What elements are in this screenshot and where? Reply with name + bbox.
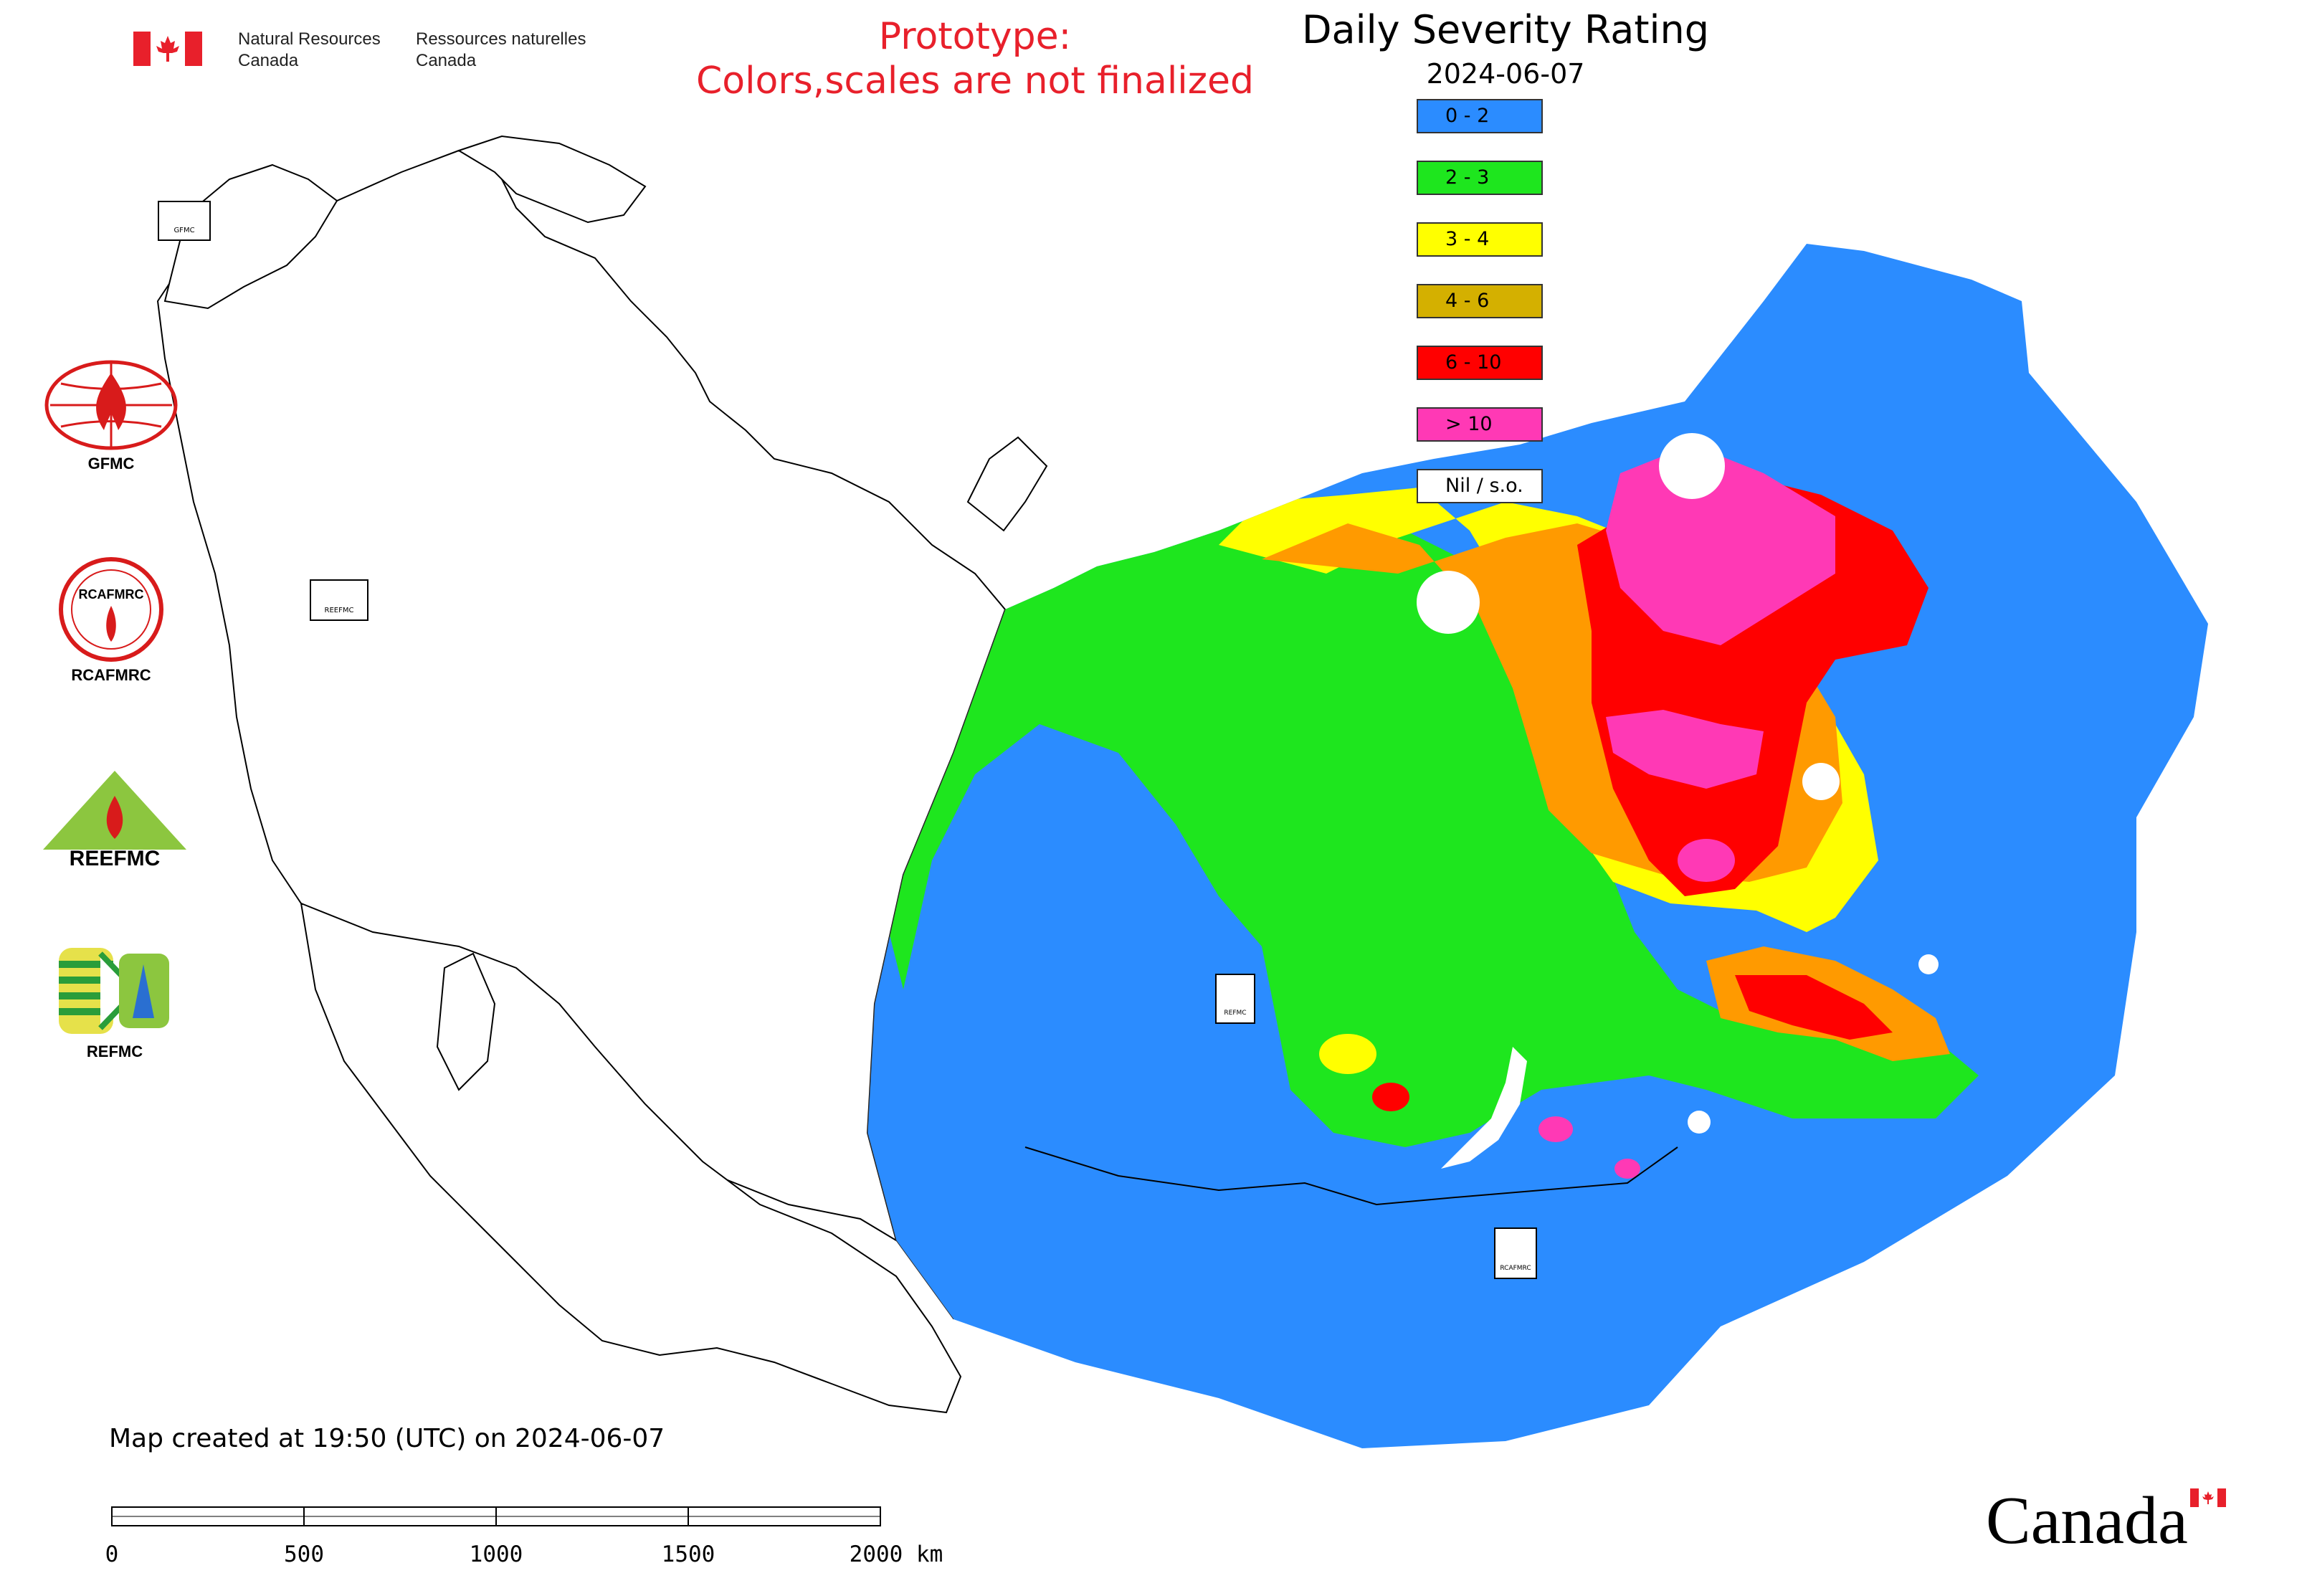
scale-bar-graphic xyxy=(111,1506,881,1526)
scale-tick-0: 0 xyxy=(105,1542,119,1567)
legend-item-gt10: > 10 xyxy=(1417,407,1543,442)
class-gt10-spot xyxy=(1678,839,1735,882)
class-gt10-fill xyxy=(1606,445,1835,645)
refmc-label: REFMC xyxy=(86,1042,143,1060)
prototype-line2: Colors,scales are not finalized xyxy=(695,60,1255,103)
rcafmrc-label: RCAFMRC xyxy=(71,666,151,684)
marker-label-reefmc: REEFMC xyxy=(324,607,354,614)
region-marker-gfmc: GFMC xyxy=(158,201,211,241)
hotspot-3 xyxy=(1538,1116,1573,1142)
canada-wordmark-text: Canada xyxy=(1986,1483,2188,1558)
scale-tick-1000: 1000 xyxy=(469,1542,523,1567)
caspian-sea xyxy=(436,952,496,1091)
svg-text:RCAFMRC: RCAFMRC xyxy=(79,587,144,602)
legend-item-3-4: 3 - 4 xyxy=(1417,222,1543,257)
scale-tick-500: 500 xyxy=(284,1542,324,1567)
nil-patch-1 xyxy=(1659,433,1725,499)
canada-flag-icon xyxy=(133,32,202,66)
legend-item-0-2: 0 - 2 xyxy=(1417,99,1543,133)
gfmc-label: GFMC xyxy=(87,455,135,472)
marker-label-gfmc: GFMC xyxy=(173,227,195,234)
dept-name-en: Natural Resources Canada xyxy=(238,29,381,70)
canada-wordmark: Canada xyxy=(1986,1481,2226,1560)
rcafmrc-seal-icon: RCAFMRC xyxy=(59,557,163,662)
legend-item-nil: Nil / s.o. xyxy=(1417,469,1543,503)
hotspot-2 xyxy=(1372,1083,1409,1111)
rcafmrc-logo: RCAFMRC RCAFMRC xyxy=(39,556,183,685)
dept-name-fr: Ressources naturelles Canada xyxy=(416,29,586,70)
class-6-10-east xyxy=(1735,975,1893,1040)
nil-patch-3 xyxy=(1802,763,1840,800)
legend-item-4-6: 4 - 6 xyxy=(1417,284,1543,318)
novaya-zemlya xyxy=(966,436,1048,532)
hotspot-1 xyxy=(1319,1034,1376,1074)
nil-patch-6 xyxy=(1688,1111,1711,1134)
marker-label-refmc: REFMC xyxy=(1224,1010,1247,1017)
scale-bar: 0 500 1000 1500 2000 km xyxy=(100,1498,975,1577)
prototype-notice: Prototype: Colors,scales are not finaliz… xyxy=(645,14,1305,103)
marker-label-rcafmrc: RCAFMRC xyxy=(1500,1265,1531,1272)
legend-date: 2024-06-07 xyxy=(1426,58,1585,90)
refmc-sigma-icon xyxy=(59,948,169,1034)
gfmc-logo: GFMC xyxy=(39,358,183,473)
nil-patch-2 xyxy=(1417,571,1480,634)
svg-text:REEFMC: REEFMC xyxy=(70,847,161,868)
class-2-3-fill xyxy=(889,502,1979,1147)
lake-baikal xyxy=(1441,1047,1527,1169)
hotspot-4 xyxy=(1614,1159,1640,1179)
reefmc-triangle-icon: REEFMC xyxy=(43,771,186,870)
scale-tick-1500: 1500 xyxy=(661,1542,715,1567)
mongolia-border xyxy=(1024,1146,1678,1206)
prototype-line1: Prototype: xyxy=(878,15,1072,58)
kola-region xyxy=(457,135,647,224)
reefmc-logo: REEFMC xyxy=(39,767,190,870)
legend-item-2-3: 2 - 3 xyxy=(1417,161,1543,195)
gfmc-globe-icon xyxy=(44,360,178,450)
class-gt10-fill-south xyxy=(1606,710,1764,789)
legend-title: Daily Severity Rating xyxy=(1301,7,1710,52)
refmc-logo: REFMC xyxy=(57,946,172,1061)
map-created-note: Map created at 19:50 (UTC) on 2024-06-07 xyxy=(109,1424,665,1453)
region-marker-rcafmrc: RCAFMRC xyxy=(1494,1227,1537,1279)
legend-item-6-10: 6 - 10 xyxy=(1417,346,1543,380)
nrcan-signature: Natural Resources Canada Ressources natu… xyxy=(133,27,621,77)
nil-patch-4 xyxy=(1918,954,1939,974)
domain-outline xyxy=(867,609,1006,1320)
nil-patch-5 xyxy=(2099,1117,2116,1134)
wordmark-flag-icon xyxy=(2190,1488,2226,1507)
region-marker-reefmc: REEFMC xyxy=(310,579,368,621)
region-marker-refmc: REFMC xyxy=(1215,974,1255,1024)
scale-tick-2000: 2000 km xyxy=(849,1542,943,1567)
